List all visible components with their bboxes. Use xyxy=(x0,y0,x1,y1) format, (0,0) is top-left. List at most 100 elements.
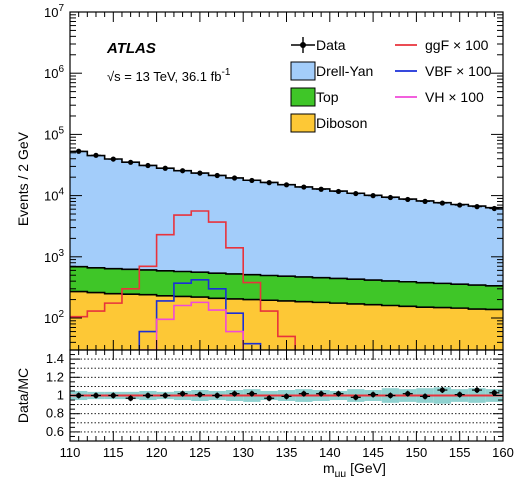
y-tick-label-main: 107 xyxy=(44,3,64,20)
legend-swatch xyxy=(290,61,316,81)
legend-label: Data xyxy=(316,37,346,53)
ggf-histogram xyxy=(70,210,296,350)
data-point xyxy=(335,188,342,195)
ratio-point xyxy=(387,392,394,399)
legend-label: Top xyxy=(316,89,339,105)
top-outline xyxy=(70,265,503,287)
data-point xyxy=(76,148,82,154)
ratio-point xyxy=(353,394,359,400)
data-point xyxy=(179,168,186,174)
y-tick-label-main: 104 xyxy=(44,187,64,204)
x-tick-label: 125 xyxy=(189,445,211,460)
data-point xyxy=(353,190,359,197)
ratio-gridlines xyxy=(70,358,503,433)
x-tick-label: 135 xyxy=(276,445,298,460)
tick-base: 10 xyxy=(44,5,58,20)
vbf-histogram xyxy=(138,279,262,350)
data-point xyxy=(318,186,324,192)
ratio-point xyxy=(491,390,497,396)
data-point xyxy=(214,172,220,179)
data-point xyxy=(387,194,394,201)
top-fill xyxy=(70,266,503,310)
ratio-point xyxy=(318,391,324,397)
ratio-point xyxy=(422,393,428,400)
ratio-point xyxy=(128,395,134,401)
tick-exponent: 6 xyxy=(58,64,64,75)
data-point xyxy=(301,184,307,190)
tick-exponent: 5 xyxy=(58,125,64,136)
ratio-point xyxy=(231,391,238,397)
ratio-point xyxy=(249,391,255,397)
data-points xyxy=(73,148,500,212)
tick-base: 10 xyxy=(44,250,58,265)
ratio-point xyxy=(457,391,463,398)
data-point xyxy=(93,152,99,158)
legend: Data Drell-Yan Top Diboson ggF × 100 VBF × 10… xyxy=(290,37,492,133)
energy-label-main: √s = 13 TeV, 36.1 fb xyxy=(107,69,221,84)
data-point xyxy=(249,177,255,184)
tick-base: 10 xyxy=(44,66,58,81)
y-tick-label-ratio: 0.6 xyxy=(46,424,64,439)
energy-label-sup: -1 xyxy=(221,67,230,78)
legend-label: VH × 100 xyxy=(425,89,484,105)
x-axis-label-sub: μμ xyxy=(335,469,347,477)
data-point xyxy=(370,192,376,199)
x-tick-label: 155 xyxy=(449,445,471,460)
ratio-point xyxy=(179,391,186,397)
data-point xyxy=(145,162,151,169)
x-tick-label: 140 xyxy=(319,445,341,460)
y-tick-label-ratio: 1 xyxy=(57,388,64,403)
ratio-points xyxy=(73,387,500,402)
x-tick-label: 115 xyxy=(103,445,124,460)
tick-base: 10 xyxy=(44,127,58,142)
ratio-point xyxy=(214,392,220,399)
ratio-point xyxy=(405,391,411,397)
y-tick-label-main: 102 xyxy=(44,309,64,326)
ratio-point xyxy=(283,393,290,400)
ratio-point xyxy=(301,391,307,397)
data-point xyxy=(439,200,445,206)
x-axis-label-main: m xyxy=(323,460,335,476)
y-axis-label-ratio: Data/MC xyxy=(15,368,31,423)
data-point xyxy=(491,205,497,212)
x-tick-label: 150 xyxy=(406,445,428,460)
tick-exponent: 7 xyxy=(58,3,64,14)
ratio-point xyxy=(266,395,272,401)
diboson-outline xyxy=(70,290,503,311)
legend-label: ggF × 100 xyxy=(425,37,489,53)
ratio-point xyxy=(439,387,445,393)
x-axis-label-unit: [GeV] xyxy=(346,460,386,476)
axis-labels: 110 115 120 125 130 135 140 145 150 155 1601021031… xyxy=(15,3,514,477)
data-point xyxy=(162,165,168,171)
atlas-label: ATLAS xyxy=(106,40,156,57)
y-tick-label-ratio: 0.8 xyxy=(46,406,64,421)
legend-label: VBF × 100 xyxy=(425,63,492,79)
data-point xyxy=(422,198,428,204)
ratio-point xyxy=(93,392,99,399)
x-axis-label: mμμ [GeV] xyxy=(323,460,386,477)
data-point xyxy=(457,202,463,208)
y-tick-label-main: 106 xyxy=(44,64,64,81)
ratio-point xyxy=(110,392,116,399)
legend-swatch xyxy=(290,87,316,107)
data-point xyxy=(474,204,480,210)
data-point xyxy=(197,170,203,176)
drell-yan-fill xyxy=(70,151,503,286)
x-tick-label: 110 xyxy=(60,445,81,460)
data-point xyxy=(110,156,116,162)
legend-label: Drell-Yan xyxy=(316,63,373,79)
ratio-plot-frame xyxy=(69,349,504,442)
x-tick-label: 160 xyxy=(492,445,514,460)
legend-swatch xyxy=(290,113,316,133)
data-point xyxy=(283,182,290,188)
ratio-point xyxy=(335,391,342,397)
tick-exponent: 3 xyxy=(58,248,64,259)
ratio-point xyxy=(474,387,480,393)
ratio-point xyxy=(370,391,376,398)
tick-base: 10 xyxy=(44,189,58,204)
ratio-point xyxy=(162,392,168,399)
stacked-background-fills xyxy=(70,151,503,350)
ratio-point xyxy=(145,392,151,399)
data-point xyxy=(231,175,238,181)
